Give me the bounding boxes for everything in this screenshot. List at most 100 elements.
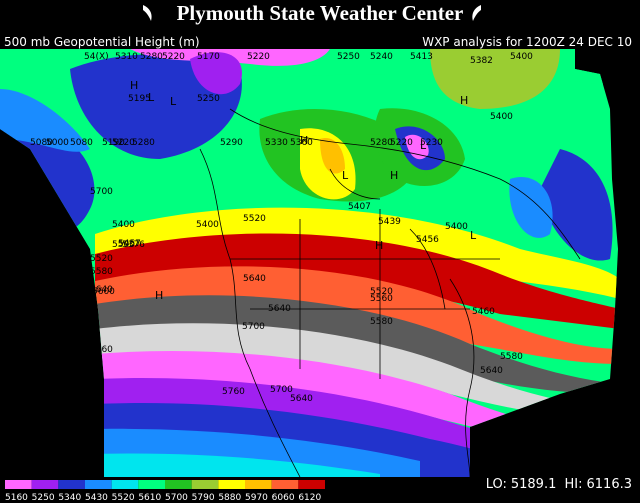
legend-swatch [218,480,245,489]
high-center-marker: H [390,169,398,182]
low-center-marker: L [342,169,349,182]
legend-swatch [245,480,272,489]
contour-label: 5382 [470,56,493,66]
legend-label: 5970 [245,493,268,503]
contour-label: 5400 [196,220,219,230]
legend-label: 5340 [58,493,81,503]
legend-swatch [165,480,192,489]
legend-swatch [31,480,59,489]
contour-label: 5220 [162,52,185,62]
contour-label: 5400 [490,112,513,122]
contour-label: 5400 [445,222,468,232]
contour-label: 5439 [378,217,401,227]
contour-label: 5520 [370,287,393,297]
contour-label: 54(X) [84,52,109,62]
swirl-logo-left-icon [143,5,152,21]
contour-label: 5640 [268,304,291,314]
height-contour-map: 54(X) 5310 5280 5220 5170 5220 5250 5240 5413 538… [0,49,640,477]
valid-time-label: WXP analysis for 1200Z 24 DEC 10 [422,35,632,49]
contour-label: 5560 [370,294,393,304]
contour-label: 5280 [370,138,393,148]
low-center-marker: L [148,91,155,104]
contour-label: 5310 [115,52,138,62]
contour-label: 5520 [90,254,113,264]
page-title: Plymouth State Weather Center [176,1,464,25]
contour-labels: 54(X) 5310 5280 5220 5170 5220 5250 5240 5413 538… [30,52,533,404]
height-range-readout: LO: 5189.1 HI: 6116.3 [482,478,632,492]
legend-label: 5610 [138,493,161,503]
legend-label: 5700 [165,493,188,503]
contour-label: 5700 [90,187,113,197]
legend-swatch [5,480,32,489]
contour-label: 5230 [420,138,443,148]
high-center-marker: H [460,94,468,107]
header-bar: Plymouth State Weather Center [0,0,640,34]
contour-label: 5700 [242,322,265,332]
legend-swatch [85,480,112,489]
lo-label: LO: [485,477,507,492]
high-center-marker: H [155,289,163,302]
contour-label: 5520 [243,214,266,224]
legend-swatch [271,480,299,489]
contour-label: 5220 [390,138,413,148]
contour-label: 5376 [122,240,145,250]
contour-bands [0,49,618,477]
contour-label: 5460 [472,307,495,317]
contour-label: 5330 [265,138,288,148]
contour-label: 5240 [370,52,393,62]
legend-label: 5430 [85,493,108,503]
contour-label: 5700 [270,385,293,395]
map-features [199,108,581,477]
product-label: 500 mb Geopotential Height (m) [4,35,200,49]
contour-label: 5000 [46,138,69,148]
color-legend: 5160 5250 5340 5430 5520 5610 5700 5790 5880 5970… [5,480,325,503]
legend-swatch [298,480,325,489]
contour-label: 5250 [337,52,360,62]
contour-label: 5400 [510,52,533,62]
legend-swatch [58,480,85,489]
legend-label: 5160 [5,493,28,503]
hi-label: HI: [564,477,583,492]
contour-label: 5400 [112,220,135,230]
contour-label: 5080 [70,138,93,148]
low-center-marker: L [170,95,177,108]
contour-label: 5413 [410,52,433,62]
contour-label: 5280 [132,138,155,148]
contour-label: 5290 [220,138,243,148]
contour-label: 5195 [128,94,151,104]
legend-swatch [111,480,139,489]
contour-label: 5640 [290,394,313,404]
contour-label: 5250 [197,94,220,104]
contour-label: 5190 [102,138,125,148]
contour-label: 5360 [290,138,313,148]
contour-label: 5580 [500,352,523,362]
contour-label: 5580 [90,267,113,277]
map-panel: 54(X) 5310 5280 5220 5170 5220 5250 5240 5413 538… [0,49,640,477]
legend-label: 5790 [192,493,215,503]
contour-label: 5600 [92,287,115,297]
swirl-logo-right-icon [472,5,481,21]
contour-label: 5760 [222,387,245,397]
legend-label: 5880 [218,493,241,503]
lo-value: 5189.1 [510,477,557,492]
legend-label: 5250 [32,493,55,503]
contour-label: 5280 [140,52,163,62]
low-center-marker: L [420,139,427,152]
contour-label: 5220 [112,138,135,148]
legend-label: 6060 [272,493,295,503]
contour-label: 5640 [480,366,503,376]
contour-label: 5407 [348,202,371,212]
high-center-marker: H [375,239,383,252]
contour-label: 5080 [30,138,53,148]
high-center-marker: H [130,79,138,92]
contour-label: 5760 [90,345,113,355]
legend-label: 6120 [298,493,321,503]
contour-label: 5220 [247,52,270,62]
contour-label: 5580 [370,317,393,327]
legend-swatch [191,480,219,489]
contour-label: 5640 [243,274,266,284]
hi-value: 6116.3 [586,477,633,492]
contour-label: 5170 [197,52,220,62]
contour-label: 5456 [416,235,439,245]
contour-label: 5457 [118,239,141,249]
